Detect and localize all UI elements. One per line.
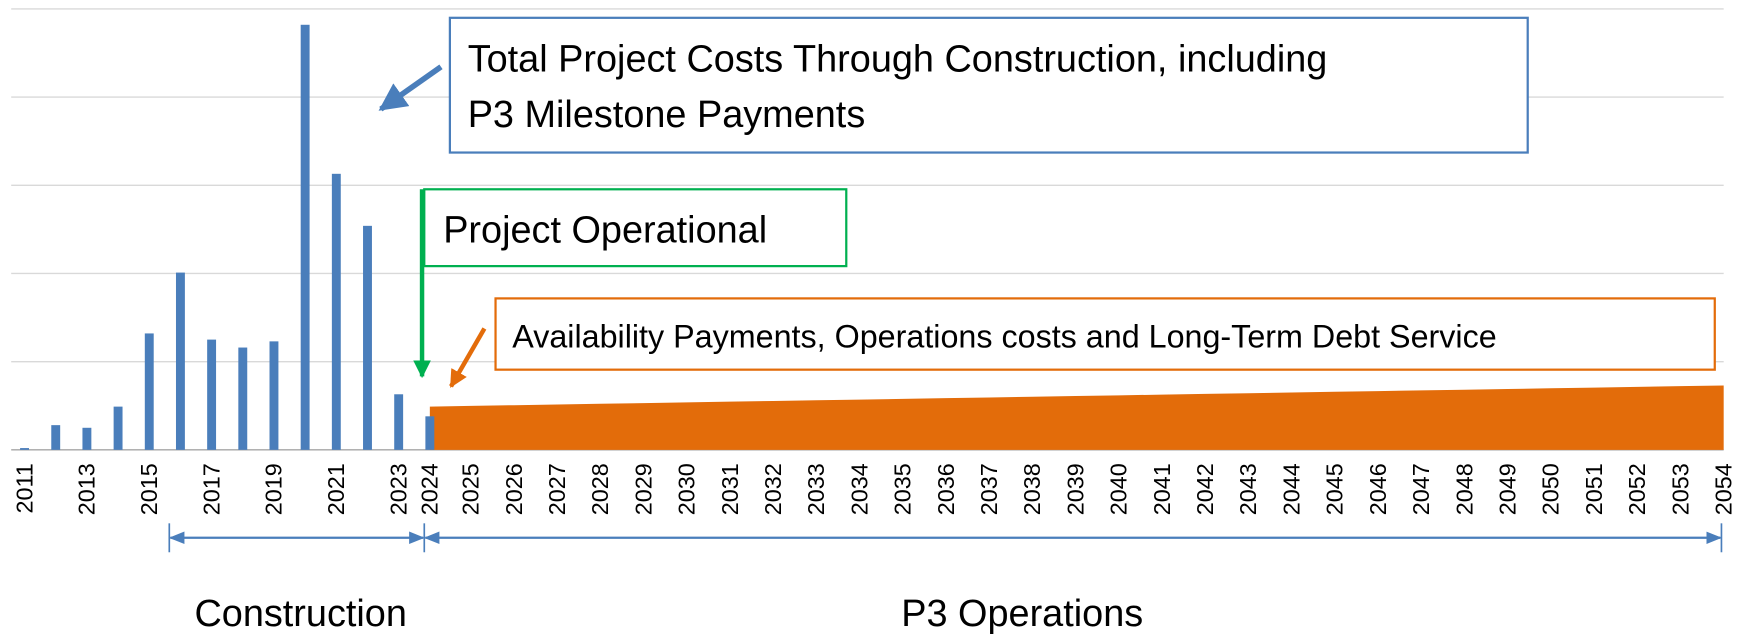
annotation: P3 Milestone Payments — [468, 94, 866, 136]
x-tick-label: 2027 — [544, 463, 570, 515]
x-tick-label: 2048 — [1451, 463, 1477, 515]
bar — [363, 225, 372, 450]
x-tick-label: 2015 — [136, 463, 162, 515]
x-tick-label: 2052 — [1624, 463, 1650, 515]
phase-label: P3 Operations — [901, 593, 1143, 634]
x-tick-label: 2034 — [846, 463, 872, 515]
x-tick-label: 2054 — [1710, 463, 1736, 515]
x-tick-label: 2037 — [976, 463, 1002, 515]
x-tick-label: 2044 — [1278, 463, 1304, 515]
x-tick-label: 2028 — [587, 463, 613, 515]
x-tick-label: 2050 — [1538, 463, 1564, 515]
x-tick-label: 2026 — [501, 463, 527, 515]
x-tick-label: 2053 — [1667, 463, 1693, 515]
x-tick-label: 2051 — [1581, 463, 1607, 515]
x-tick-label: 2023 — [385, 463, 411, 515]
bar — [269, 341, 279, 450]
x-tick-label: 2040 — [1106, 463, 1132, 515]
x-tick-label: 2049 — [1494, 463, 1520, 515]
x-tick-label: 2045 — [1322, 463, 1348, 515]
bar — [51, 425, 61, 450]
x-tick-label: 2024 — [417, 463, 443, 515]
x-tick-label: 2013 — [74, 463, 100, 515]
bar — [20, 448, 30, 450]
x-tick-label: 2030 — [674, 463, 700, 515]
x-tick-label: 2038 — [1019, 463, 1045, 515]
x-tick-label: 2031 — [717, 463, 743, 515]
x-tick-label: 2041 — [1149, 463, 1175, 515]
annotation-box — [448, 16, 1529, 154]
bar — [300, 24, 310, 450]
annotations: Total Project Costs Through Construction… — [168, 16, 1723, 634]
x-tick-label: 2017 — [198, 463, 224, 515]
bar — [331, 173, 341, 450]
bar — [82, 427, 92, 450]
bar — [238, 347, 248, 450]
x-tick-label: 2047 — [1408, 463, 1434, 515]
x-tick-label: 2011 — [11, 463, 37, 513]
x-tick-label: 2029 — [630, 463, 656, 515]
x-tick-label: 2039 — [1062, 463, 1088, 515]
annotation-box — [494, 297, 1716, 371]
annotation: Total Project Costs Through Construction… — [468, 38, 1328, 80]
x-tick-label: 2036 — [933, 463, 959, 515]
bar — [394, 394, 404, 450]
x-tick-label: 2025 — [458, 463, 484, 515]
x-tick-label: 2043 — [1235, 463, 1261, 515]
bar — [113, 406, 123, 450]
x-tick-label: 2032 — [760, 463, 786, 515]
bar — [425, 416, 435, 450]
x-tick-label: 2021 — [323, 463, 349, 515]
x-tick-label: 2035 — [890, 463, 916, 515]
x-tick-label: 2046 — [1365, 463, 1391, 515]
plot: 2011 2013 2015 2017 2019 2021 2023 2024 2025 2026… — [11, 8, 1736, 515]
bar — [144, 333, 154, 450]
annotation: Availability Payments, Operations costs … — [512, 318, 1496, 354]
arrow — [449, 327, 487, 388]
phase-label: Construction — [194, 593, 406, 634]
x-tick-label: 2019 — [261, 463, 287, 515]
bar — [207, 339, 217, 450]
x-tick-label: 2042 — [1192, 463, 1218, 515]
arrow — [378, 64, 443, 112]
area — [429, 385, 1724, 450]
x-tick-label: 2033 — [803, 463, 829, 515]
annotation: Project Operational — [443, 210, 767, 252]
bar — [175, 272, 185, 450]
